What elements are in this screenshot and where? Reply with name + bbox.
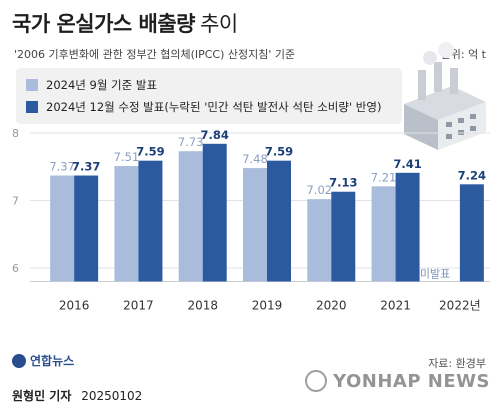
data-label: 7.48 bbox=[242, 152, 268, 166]
legend-label-december: 2024년 12월 수정 발표(누락된 '민간 석탄 발전사 석탄 소비량' 반… bbox=[46, 100, 382, 114]
data-label: 7.73 bbox=[178, 135, 204, 149]
data-label: 7.59 bbox=[136, 145, 164, 159]
legend-label-september: 2024년 9월 기준 발표 bbox=[46, 78, 158, 92]
bar-september-2019 bbox=[243, 168, 267, 282]
title-sub: 추이 bbox=[200, 12, 238, 36]
data-label: 7.37 bbox=[49, 160, 75, 174]
x-tick-label: 2016 bbox=[59, 299, 90, 313]
data-label: 7.51 bbox=[114, 150, 140, 164]
data-label: 7.59 bbox=[265, 145, 293, 159]
bar-december-2019 bbox=[267, 160, 291, 282]
factory-icon bbox=[404, 42, 486, 150]
x-tick-label: 2022년 bbox=[439, 299, 481, 313]
legend-swatch-light bbox=[26, 79, 38, 91]
watermark-icon bbox=[305, 370, 328, 392]
logo-mark-icon bbox=[12, 353, 26, 368]
x-tick-label: 2017 bbox=[123, 299, 154, 313]
bar-september-2017 bbox=[114, 166, 139, 282]
bar-september-2018 bbox=[178, 151, 203, 282]
legend-swatch-dark bbox=[26, 101, 38, 113]
x-tick-label: 2020 bbox=[316, 299, 347, 313]
legend-item-december: 2024년 12월 수정 발표(누락된 '민간 석탄 발전사 석탄 소비량' 반… bbox=[26, 99, 381, 115]
credit: 원형민 기자 20250102 bbox=[12, 387, 142, 404]
bar-december-2022년 bbox=[459, 184, 484, 282]
x-tick-label: 2019 bbox=[252, 299, 283, 313]
data-label: 7.21 bbox=[371, 170, 397, 184]
not-announced-label: 미발표 bbox=[420, 268, 450, 281]
bar-december-2016 bbox=[74, 175, 99, 282]
x-tick-label: 2018 bbox=[187, 299, 218, 313]
bar-december-2020 bbox=[331, 191, 356, 282]
data-label: 7.84 bbox=[201, 128, 229, 142]
source-label: 자료: 환경부 bbox=[428, 357, 486, 370]
bar-september-2016 bbox=[50, 175, 75, 282]
date-label: 20250102 bbox=[81, 389, 143, 403]
reporter-name: 원형민 기자 bbox=[12, 389, 72, 403]
logo-text: 연합뉴스 bbox=[30, 354, 75, 368]
data-label: 7.24 bbox=[458, 168, 486, 182]
chart-title: 국가 온실가스 배출량 추이 bbox=[12, 8, 238, 38]
bar-september-2021 bbox=[371, 186, 396, 282]
watermark: YONHAP NEWS bbox=[305, 370, 490, 392]
data-label: 7.13 bbox=[329, 176, 357, 190]
data-label: 7.37 bbox=[72, 160, 100, 174]
chart-subtitle: '2006 기후변화에 관한 정부간 협의체(IPCC) 산정지침' 기준 bbox=[14, 48, 296, 61]
bar-december-2021 bbox=[395, 172, 420, 282]
legend: 2024년 9월 기준 발표 2024년 12월 수정 발표(누락된 '민간 석… bbox=[16, 68, 402, 124]
y-tick-label: 7 bbox=[12, 195, 19, 208]
title-main: 국가 온실가스 배출량 bbox=[12, 12, 196, 36]
legend-item-september: 2024년 9월 기준 발표 bbox=[26, 77, 157, 93]
data-label: 7.41 bbox=[393, 157, 421, 171]
bar-december-2018 bbox=[202, 143, 227, 282]
bar-december-2017 bbox=[138, 160, 163, 282]
y-tick-label: 8 bbox=[12, 127, 19, 140]
x-tick-label: 2021 bbox=[380, 299, 411, 313]
yonhap-logo: 연합뉴스 bbox=[12, 352, 74, 369]
data-label: 7.02 bbox=[306, 183, 332, 197]
y-tick-label: 6 bbox=[12, 262, 19, 275]
bar-september-2020 bbox=[307, 199, 332, 282]
watermark-text: YONHAP NEWS bbox=[333, 370, 490, 392]
